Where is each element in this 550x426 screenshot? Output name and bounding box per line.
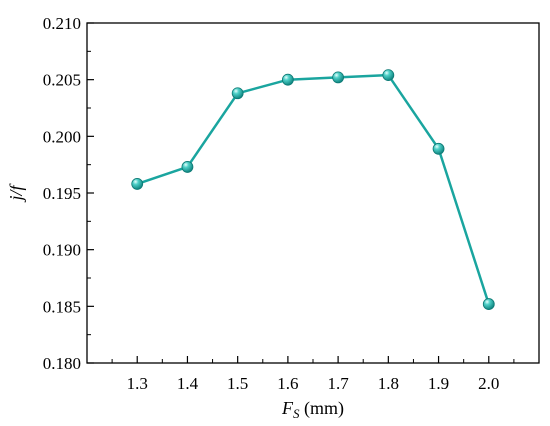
y-tick-label: 0.210: [43, 14, 81, 33]
x-tick-label: 1.6: [277, 374, 298, 393]
data-point: [432, 142, 445, 155]
y-tick-labels: 0.180 0.185 0.190 0.195 0.200 0.205 0.210: [43, 14, 81, 373]
y-axis-title: j/f: [6, 183, 26, 203]
x-tick-label: 2.0: [478, 374, 499, 393]
data-point: [231, 87, 244, 100]
data-point: [382, 69, 395, 82]
y-tick-label: 0.180: [43, 354, 81, 373]
axis-ticks: [87, 22, 515, 364]
x-tick-label: 1.3: [127, 374, 148, 393]
y-tick-label: 0.190: [43, 241, 81, 260]
x-tick-label: 1.4: [177, 374, 199, 393]
x-tick-label: 1.5: [227, 374, 248, 393]
data-point: [281, 73, 294, 86]
y-tick-label: 0.185: [43, 297, 81, 316]
data-point: [482, 298, 495, 310]
data-point: [332, 71, 345, 84]
x-tick-label: 1.7: [327, 374, 349, 393]
y-tick-label: 0.200: [43, 127, 81, 146]
x-tick-label: 1.8: [378, 374, 399, 393]
y-tick-label: 0.205: [43, 71, 81, 90]
data-point: [131, 178, 144, 190]
x-axis-title: FS (mm): [281, 398, 344, 421]
x-axis-title-unit: (mm): [300, 398, 345, 419]
x-axis-title-main: F: [281, 398, 294, 418]
x-tick-labels: 1.3 1.4 1.5 1.6 1.7 1.8 1.9 2.0: [127, 374, 500, 393]
data-markers: [131, 69, 495, 310]
plot-frame: [86, 22, 540, 364]
series-line: [136, 73, 490, 305]
y-tick-label: 0.195: [43, 184, 81, 203]
data-point: [181, 161, 194, 173]
x-axis-title-subscript: S: [293, 406, 300, 421]
x-tick-label: 1.9: [428, 374, 449, 393]
